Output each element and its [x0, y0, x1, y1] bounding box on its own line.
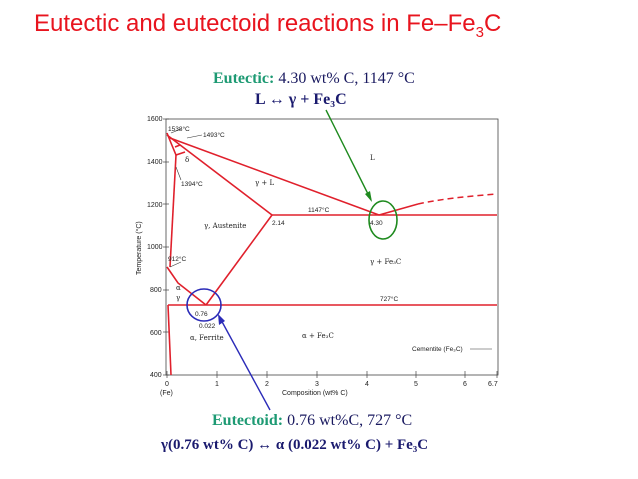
- liquidus-left: [169, 137, 380, 216]
- eutectic-label: Eutectic:: [213, 70, 275, 87]
- x-tick-3: 3: [315, 381, 319, 388]
- a3-line: [166, 266, 207, 306]
- title-subscript: 3: [475, 23, 484, 41]
- label-austenite: γ, Austenite: [204, 222, 246, 230]
- eutectoid-value: 0.76 wt%C, 727 °C: [287, 412, 413, 429]
- label-0-76: 0.76: [195, 311, 208, 318]
- x-tick-0: 0: [165, 381, 169, 388]
- fe-label: (Fe): [160, 390, 173, 397]
- x-tick-marks: [166, 371, 498, 378]
- label-1147: 1147°C: [308, 206, 330, 214]
- title-tail: C: [483, 10, 502, 37]
- phase-boundaries: [166, 132, 497, 376]
- y-tick-1200: 1200: [147, 202, 163, 209]
- label-delta: δ: [185, 156, 189, 164]
- label-gamma-small: γ: [176, 294, 180, 302]
- solidus: [166, 134, 273, 216]
- x-tick-6: 6: [463, 381, 467, 388]
- eutectic-value: 4.30 wt% C, 1147 °C: [278, 70, 415, 87]
- eutectic-arrow-line: [325, 109, 372, 201]
- eutectoid-arrow-line: [219, 317, 271, 411]
- liquidus-right: [378, 203, 419, 216]
- y-tick-1400: 1400: [147, 159, 163, 166]
- y-tick-1600: 1600: [147, 116, 163, 123]
- label-alpha-fe3c: α + Fe₃C: [302, 332, 334, 340]
- eutectoid-heading: Eutectoid: 0.76 wt%C, 727 °C: [212, 412, 412, 430]
- label-liquid: L: [370, 154, 375, 162]
- slide-title: Eutectic and eutectoid reactions in Fe–F…: [34, 10, 501, 41]
- x-tick-2: 2: [265, 381, 269, 388]
- y-tick-1000: 1000: [147, 244, 163, 251]
- label-alpha-small: α: [176, 284, 181, 292]
- label-2-14: 2.14: [272, 220, 285, 227]
- label-1493: 1493°C: [203, 131, 225, 139]
- eutectoid-point-circle: [186, 288, 222, 322]
- label-cementite: Cementite (Fe₃C): [412, 346, 463, 353]
- eutectic-reaction: L ↔ γ + Fe₃C: [255, 91, 347, 108]
- x-tick-1: 1: [215, 381, 219, 388]
- y-tick-800: 800: [150, 287, 162, 294]
- label-4-30: 4.30: [370, 220, 383, 227]
- label-gamma-fe3c: γ + Fe₃C: [370, 258, 401, 266]
- label-1394: 1394°C: [181, 180, 203, 188]
- y-tick-600: 600: [150, 330, 162, 337]
- gamma-left-boundary: [169, 154, 177, 268]
- x-axis-label: Composition (wt% C): [282, 390, 348, 397]
- eutectic-heading: Eutectic: 4.30 wt% C, 1147 °C: [213, 70, 415, 88]
- label-1538: 1538°C: [168, 125, 190, 133]
- acm-line: [205, 214, 273, 306]
- label-0-022: 0.022: [199, 323, 216, 330]
- liquidus-dashed: [417, 193, 498, 205]
- eutectoid-reaction: γ(0.76 wt% C) ↔ α (0.022 wt% C) + Fe₃C: [161, 437, 429, 453]
- eutectoid-arrowhead: [218, 314, 225, 325]
- delta-tie: [174, 144, 181, 148]
- label-912: 912°C: [168, 255, 186, 263]
- eutectoid-label: Eutectoid:: [212, 412, 284, 429]
- x-tick-6-7: 6.7: [488, 381, 498, 388]
- x-tick-4: 4: [365, 381, 369, 388]
- y-axis-label: Temperature (°C): [135, 221, 143, 275]
- delta-region-boundary: [166, 132, 186, 156]
- title-text: Eutectic and eutectoid reactions in Fe–F…: [34, 10, 476, 37]
- label-727: 727°C: [380, 295, 398, 303]
- x-tick-5: 5: [414, 381, 418, 388]
- eutectic-arrowhead: [365, 191, 372, 202]
- y-tick-marks: [163, 118, 169, 376]
- alpha-solvus: [167, 304, 172, 376]
- label-ferrite: α, Ferrite: [190, 334, 224, 342]
- callout-lines: [169, 128, 492, 350]
- label-gamma-plus-L: γ + L: [255, 179, 274, 187]
- y-tick-400: 400: [150, 372, 162, 379]
- eutectic-point-circle: [368, 200, 398, 240]
